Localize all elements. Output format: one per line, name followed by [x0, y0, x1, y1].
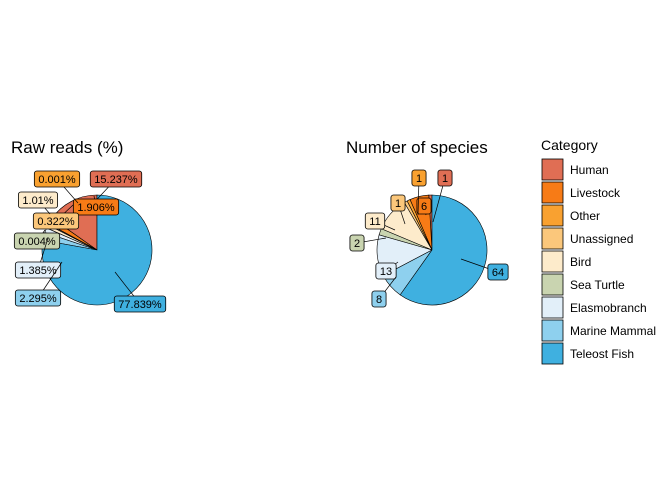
slice-label-text: 1.01%	[22, 195, 53, 207]
slice-label-box	[371, 290, 387, 308]
slice-label-teleost-fish: 64	[460, 258, 509, 281]
legend-swatch	[541, 181, 564, 204]
slice-label-text: 2.295%	[19, 293, 57, 305]
slice-label-text: 1	[442, 173, 448, 185]
legend-label: Sea Turtle	[570, 278, 625, 292]
raw-reads-pie-panel: Raw reads (%) 15.237% 1.906% 0.001% 0.322% 1…	[11, 138, 167, 313]
slice-label-text: 15.237%	[94, 174, 138, 186]
slice-label-other: 0.001%	[33, 170, 81, 204]
slice-label-bird: 11	[364, 212, 396, 231]
slice-label-box	[33, 170, 81, 188]
legend-item-elasmobranch: Elasmobranch	[541, 296, 647, 319]
slice-label-box	[17, 191, 59, 209]
raw-reads-title: Raw reads (%)	[11, 138, 123, 157]
slice-label-sea-turtle: 2	[349, 234, 387, 252]
slice-label-text: 13	[380, 266, 392, 278]
legend-swatch	[541, 204, 564, 227]
legend-item-bird: Bird	[541, 250, 591, 273]
legend-swatch	[541, 296, 564, 319]
slice-label-bird: 1.01%	[17, 191, 59, 215]
slice-label-box	[437, 169, 453, 187]
slice-label-box	[487, 263, 509, 281]
slice-label-text: 1.906%	[77, 202, 115, 214]
slice-label-text: 11	[369, 216, 380, 228]
slice-label-livestock: 1.906%	[72, 195, 120, 216]
slice-label-marine-mammal: 8	[371, 276, 397, 308]
slice-label-box	[375, 262, 397, 280]
legend-swatch	[541, 342, 564, 365]
slice-label-teleost-fish: 77.839%	[113, 271, 167, 313]
slice-label-text: 77.839%	[118, 299, 162, 311]
legend-label: Elasmobranch	[570, 301, 647, 315]
slice-label-human: 1	[432, 169, 453, 223]
slice-label-text: 2	[354, 238, 360, 250]
slice-label-unassigned: 0.322%	[32, 204, 80, 230]
slice-label-text: 64	[492, 267, 504, 279]
slice-label-elasmobranch: 1.385%	[14, 237, 62, 279]
legend-item-human: Human	[541, 158, 609, 181]
legend-label: Bird	[570, 255, 591, 269]
slice-label-text: 1.385%	[19, 265, 57, 277]
legend-label: Unassigned	[570, 232, 633, 246]
slice-label-box	[349, 234, 365, 252]
legend-title: Category	[541, 137, 598, 153]
slice-label-box	[89, 170, 143, 188]
slice-label-text: 0.001%	[38, 174, 76, 186]
slice-label-sea-turtle: 0.004%	[13, 229, 61, 250]
slice-label-box	[390, 194, 406, 212]
slice-label-box	[364, 212, 386, 230]
legend-label: Teleost Fish	[570, 347, 634, 361]
legend-swatch	[541, 227, 564, 250]
legend-item-marine-mammal: Marine Mammal	[541, 319, 656, 342]
legend-item-other: Other	[541, 204, 600, 227]
legend-label: Other	[570, 209, 600, 223]
slice-label-box	[113, 295, 167, 313]
species-title: Number of species	[346, 138, 488, 157]
slice-label-box	[72, 198, 120, 216]
legend-item-unassigned: Unassigned	[541, 227, 633, 250]
slice-label-elasmobranch: 13	[375, 261, 399, 280]
slice-label-other: 1	[411, 169, 427, 216]
legend-item-teleost-fish: Teleost Fish	[541, 342, 634, 365]
legend-label: Livestock	[570, 186, 621, 200]
slice-label-text: 0.004%	[18, 236, 56, 248]
legend-swatch	[541, 319, 564, 342]
pie-slice-teleost-fish	[399, 194, 488, 306]
legend-swatch	[541, 250, 564, 273]
legend-swatch	[541, 273, 564, 296]
slice-label-box	[32, 212, 80, 230]
slice-label-text: 8	[376, 294, 382, 306]
legend-item-sea-turtle: Sea Turtle	[541, 273, 625, 296]
slice-label-unassigned: 1	[390, 194, 406, 225]
legend-label: Human	[570, 163, 609, 177]
legend-label: Marine Mammal	[570, 324, 656, 338]
slice-label-human: 15.237%	[86, 170, 143, 211]
slice-label-livestock: 6	[416, 197, 432, 216]
slice-label-box	[13, 232, 61, 250]
slice-label-box	[416, 197, 432, 215]
legend-item-livestock: Livestock	[541, 181, 621, 204]
slice-label-text: 1	[395, 198, 401, 210]
slice-label-box	[14, 289, 62, 307]
slice-label-text: 6	[421, 201, 427, 213]
slice-label-text: 1	[416, 173, 422, 185]
legend: Category Human Livestock Other Unassigned Bi…	[541, 137, 656, 365]
slice-label-box	[411, 169, 427, 187]
slice-label-text: 0.322%	[37, 216, 75, 228]
slice-label-box	[14, 261, 62, 279]
legend-swatch	[541, 158, 564, 181]
slice-label-marine-mammal: 2.295%	[14, 261, 63, 307]
